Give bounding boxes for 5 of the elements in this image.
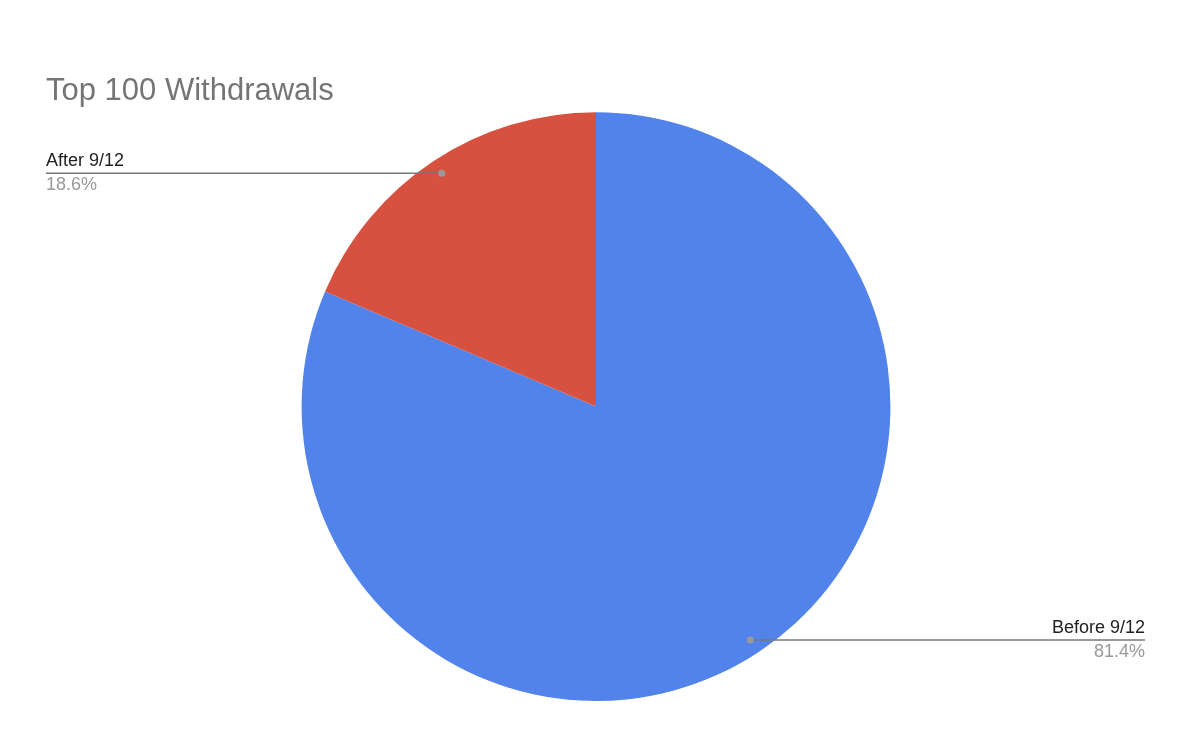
chart-title: Top 100 Withdrawals — [46, 72, 334, 108]
slice-label: After 9/12 — [46, 150, 125, 171]
data-label: 18.6% — [46, 174, 98, 195]
data-label: 81.4% — [1093, 640, 1145, 661]
slice-label: Before 9/12 — [1051, 616, 1145, 637]
